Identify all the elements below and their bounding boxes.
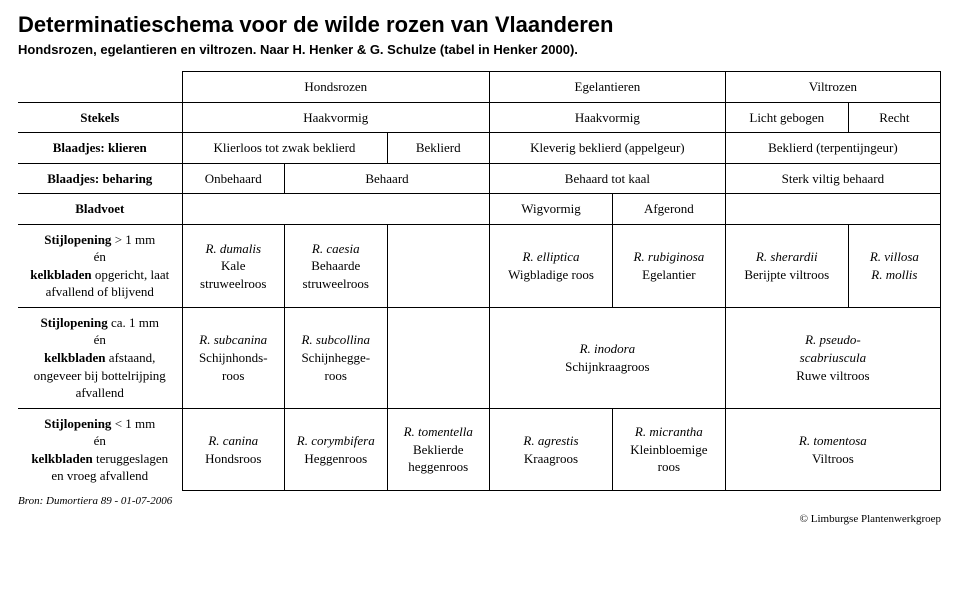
row-label-group3: Stijlopening < 1 mménkelkbladen terugges…: [18, 408, 182, 491]
table-row: Bladvoet Wigvormig Afgerond: [18, 194, 941, 225]
row-label-beharing: Blaadjes: beharing: [18, 163, 182, 194]
species-sci: R. tomentella: [404, 424, 473, 439]
species-sci: R. inodora: [580, 341, 636, 356]
species-nl: Viltroos: [812, 451, 854, 466]
species-sci: R. villosaR. mollis: [870, 249, 919, 282]
cell: Behaard tot kaal: [490, 163, 726, 194]
cell: Beklierd: [387, 133, 490, 164]
species-cell: R. sherardii Berijpte viltroos: [725, 224, 848, 307]
species-cell: R. agrestis Kraagroos: [490, 408, 613, 491]
species-cell: R. pseudo-scabriuscula Ruwe viltroos: [725, 307, 940, 408]
row-label-group2: Stijlopening ca. 1 mménkelkbladen afstaa…: [18, 307, 182, 408]
species-sci: R. rubiginosa: [633, 249, 704, 264]
cell: Recht: [848, 102, 940, 133]
species-cell: R. tomentella Beklierde heggenroos: [387, 408, 490, 491]
species-cell: R. inodora Schijnkraagroos: [490, 307, 726, 408]
species-sci: R. elliptica: [522, 249, 579, 264]
species-cell: R. corymbifera Heggenroos: [285, 408, 388, 491]
species-nl: Hondsroos: [205, 451, 261, 466]
table-row: Stijlopening > 1 mménkelkbladen opgerich…: [18, 224, 941, 307]
species-cell: R. canina Hondsroos: [182, 408, 285, 491]
cell: Licht gebogen: [725, 102, 848, 133]
cell: Onbehaard: [182, 163, 285, 194]
species-nl: Ruwe viltroos: [796, 368, 869, 383]
row-label-klieren: Blaadjes: klieren: [18, 133, 182, 164]
species-sci: R. dumalis: [205, 241, 261, 256]
group-header-hondsrozen: Hondsrozen: [182, 72, 490, 103]
species-nl: Schijnhonds-roos: [199, 350, 268, 383]
group-header-viltrozen: Viltrozen: [725, 72, 940, 103]
species-nl: Heggenroos: [304, 451, 367, 466]
species-cell: R. elliptica Wigbladige roos: [490, 224, 613, 307]
species-sci: R. pseudo-scabriuscula: [800, 332, 866, 365]
table-row: Hondsrozen Egelantieren Viltrozen: [18, 72, 941, 103]
cell: Beklierd (terpentijngeur): [725, 133, 940, 164]
source-line: Bron: Dumortiera 89 - 01-07-2006: [18, 495, 941, 507]
species-nl: Kraagroos: [524, 451, 578, 466]
species-cell: R. caesia Behaarde struweelroos: [285, 224, 388, 307]
species-sci: R. subcollina: [301, 332, 370, 347]
species-nl: Wigbladige roos: [508, 267, 594, 282]
species-sci: R. agrestis: [523, 433, 578, 448]
species-nl: Behaarde struweelroos: [303, 258, 369, 291]
row-label-group1: Stijlopening > 1 mménkelkbladen opgerich…: [18, 224, 182, 307]
table-row: Blaadjes: klieren Klierloos tot zwak bek…: [18, 133, 941, 164]
species-nl: Kale struweelroos: [200, 258, 266, 291]
group-header-egelantieren: Egelantieren: [490, 72, 726, 103]
species-nl: Schijnhegge-roos: [301, 350, 370, 383]
cell: Haakvormig: [182, 102, 490, 133]
page-subtitle: Hondsrozen, egelantieren en viltrozen. N…: [18, 42, 941, 57]
empty-cell: [18, 72, 182, 103]
species-nl: Berijpte viltroos: [744, 267, 829, 282]
footer-credit: © Limburgse Plantenwerkgroep: [18, 513, 941, 525]
cell: Afgerond: [613, 194, 726, 225]
determination-table: Hondsrozen Egelantieren Viltrozen Stekel…: [18, 71, 941, 491]
empty-cell: [182, 194, 490, 225]
row-label-stekels: Stekels: [18, 102, 182, 133]
species-sci: R. tomentosa: [799, 433, 867, 448]
cell: Kleverig beklierd (appelgeur): [490, 133, 726, 164]
table-row: Stijlopening ca. 1 mménkelkbladen afstaa…: [18, 307, 941, 408]
species-sci: R. sherardii: [756, 249, 818, 264]
species-cell: R. dumalis Kale struweelroos: [182, 224, 285, 307]
species-cell: R. micrantha Kleinbloemige roos: [613, 408, 726, 491]
species-sci: R. subcanina: [199, 332, 267, 347]
species-cell: R. villosaR. mollis: [848, 224, 940, 307]
species-sci: R. corymbifera: [297, 433, 375, 448]
empty-cell: [387, 307, 490, 408]
cell: Sterk viltig behaard: [725, 163, 940, 194]
species-cell: R. subcollina Schijnhegge-roos: [285, 307, 388, 408]
species-sci: R. caesia: [312, 241, 360, 256]
page-title: Determinatieschema voor de wilde rozen v…: [18, 12, 941, 38]
cell: Klierloos tot zwak beklierd: [182, 133, 387, 164]
species-cell: R. rubiginosa Egelantier: [613, 224, 726, 307]
empty-cell: [725, 194, 940, 225]
species-nl: Kleinbloemige roos: [630, 442, 707, 475]
table-row: Stijlopening < 1 mménkelkbladen terugges…: [18, 408, 941, 491]
cell: Behaard: [285, 163, 490, 194]
table-row: Stekels Haakvormig Haakvormig Licht gebo…: [18, 102, 941, 133]
cell: Haakvormig: [490, 102, 726, 133]
species-sci: R. canina: [208, 433, 258, 448]
species-cell: R. tomentosa Viltroos: [725, 408, 940, 491]
table-row: Blaadjes: beharing Onbehaard Behaard Beh…: [18, 163, 941, 194]
row-label-bladvoet: Bladvoet: [18, 194, 182, 225]
cell: Wigvormig: [490, 194, 613, 225]
species-nl: Beklierde heggenroos: [408, 442, 468, 475]
species-cell: R. subcanina Schijnhonds-roos: [182, 307, 285, 408]
empty-cell: [387, 224, 490, 307]
species-nl: Schijnkraagroos: [565, 359, 649, 374]
species-nl: Egelantier: [642, 267, 695, 282]
species-sci: R. micrantha: [635, 424, 703, 439]
